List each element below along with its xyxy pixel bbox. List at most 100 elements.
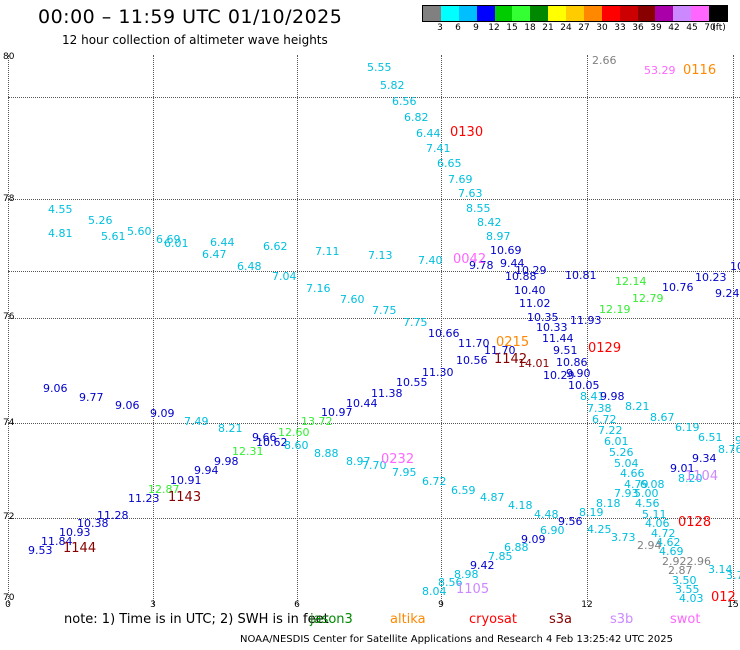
wave-height-value: 5.26 (609, 446, 634, 459)
legend-label: 36 (632, 23, 644, 33)
y-axis-label: 78 (3, 194, 15, 204)
wave-height-value: 4.66 (620, 467, 645, 480)
legend-label: 18 (524, 23, 536, 33)
wave-height-value: 8.98 (454, 568, 479, 581)
credit-line: NOAA/NESDIS Center for Satellite Applica… (240, 634, 673, 645)
wave-height-value: 8.97 (346, 455, 371, 468)
map-plot-area (0, 55, 740, 605)
legend-swatch (423, 6, 441, 21)
legend-label: 24 (560, 23, 572, 33)
grid-line (441, 55, 442, 605)
legend-label: 45 (686, 23, 698, 33)
wave-height-value: 6.44 (416, 127, 441, 140)
wave-height-value: 10.56 (456, 354, 488, 367)
y-axis-label: 76 (3, 312, 15, 322)
wave-height-value: 10.40 (514, 284, 546, 297)
y-axis-label: 74 (3, 418, 15, 428)
legend-swatch (583, 6, 602, 21)
wave-height-value: 4.87 (480, 491, 505, 504)
wave-height-value: 8.19 (579, 506, 604, 519)
wave-height-value: 2.87 (668, 564, 693, 577)
legend-label: 21 (542, 23, 554, 33)
wave-height-value: 11.38 (371, 387, 403, 400)
grid-line (8, 318, 740, 319)
wave-height-value: 9.34 (692, 452, 717, 465)
wave-height-value: 7.70 (362, 459, 387, 472)
wave-height-value: 6.51 (698, 431, 723, 444)
wave-height-value: 7.69 (448, 173, 473, 186)
wave-height-value: 3.55 (675, 583, 700, 596)
pass-time-label: 0232 (381, 452, 415, 467)
wave-height-value: 3.7 (726, 569, 740, 582)
wave-height-value: 12.31 (232, 445, 264, 458)
legend-swatch (476, 6, 495, 21)
satellite-name: s3b (610, 612, 634, 627)
legend-swatch (440, 6, 459, 21)
wave-height-value: 4.56 (635, 497, 660, 510)
wave-height-value: 10.66 (428, 327, 460, 340)
wave-height-value: 4.69 (659, 545, 684, 558)
wave-height-value: 6.56 (392, 95, 417, 108)
x-axis-label: 6 (294, 600, 300, 610)
wave-height-value: 9.56 (558, 515, 583, 528)
wave-height-value: 9 (735, 434, 740, 447)
wave-height-value: 8.60 (284, 439, 309, 452)
satellite-name: swot (670, 612, 701, 627)
wave-height-value: 3.73 (611, 531, 636, 544)
wave-height-value: 10.86 (556, 356, 588, 369)
wave-height-value: 10.35 (527, 311, 559, 324)
wave-height-value: 6.47 (202, 248, 227, 261)
wave-height-value: 6.69 (156, 233, 181, 246)
legend-label: 42 (668, 23, 680, 33)
wave-height-value: 10.38 (77, 517, 109, 530)
x-axis-label: 9 (438, 600, 444, 610)
wave-height-value: 8.18 (596, 497, 621, 510)
wave-height-value: 14.01 (518, 357, 550, 370)
wave-height-value: 8.56 (438, 576, 463, 589)
wave-height-value: 12.87 (148, 483, 180, 496)
wave-height-value: 7.13 (368, 249, 393, 262)
pass-time-label: 0130 (450, 125, 484, 140)
wave-height-value: 6.48 (237, 260, 262, 273)
wave-height-value: 9.06 (115, 399, 140, 412)
grid-line (8, 97, 740, 98)
wave-height-value: 6.59 (451, 484, 476, 497)
legend-label: 6 (455, 23, 461, 33)
wave-height-value: 12.79 (632, 292, 664, 305)
wave-height-value: 10.81 (565, 269, 597, 282)
wave-height-value: 4.55 (48, 203, 73, 216)
y-axis-label: 70 (3, 593, 15, 603)
grid-line (8, 199, 740, 200)
wave-height-value: 9.24 (715, 287, 740, 300)
wave-height-value: 11.23 (128, 492, 160, 505)
wave-height-value: 6.62 (263, 240, 288, 253)
legend-swatch (458, 6, 477, 21)
wave-height-value: 12.60 (278, 426, 310, 439)
wave-height-value: 4.03 (679, 592, 704, 605)
wave-height-value: 7.11 (315, 245, 340, 258)
pass-time-label: 1144 (63, 541, 97, 556)
wave-height-value: 8.97 (486, 230, 511, 243)
wave-height-value: 9.78 (469, 259, 494, 272)
wave-height-value: 10.88 (505, 270, 537, 283)
wave-height-value: 4.06 (645, 517, 670, 530)
wave-height-value: 7.38 (587, 402, 612, 415)
legend-swatch (512, 6, 531, 21)
wave-height-value: 5.26 (88, 214, 113, 227)
grid-line (8, 423, 740, 424)
legend-swatches (422, 5, 728, 22)
y-axis-label: 72 (3, 512, 15, 522)
legend-swatch (709, 6, 727, 21)
wave-height-value: 7.04 (272, 270, 297, 283)
wave-height-value: 3.14 (708, 563, 733, 576)
wave-height-value: 10.93 (59, 526, 91, 539)
wave-height-value: 9.44 (500, 257, 525, 270)
wave-height-value: 4.79 (624, 478, 649, 491)
legend-label: 3 (437, 23, 443, 33)
pass-time-label: 012 (711, 590, 736, 605)
wave-height-value: 10.69 (490, 244, 522, 257)
wave-height-value: 13.72 (301, 415, 333, 428)
wave-height-value: 5.04 (614, 457, 639, 470)
pass-time-label: 0042 (453, 252, 487, 267)
wave-height-value: 9.06 (43, 382, 68, 395)
